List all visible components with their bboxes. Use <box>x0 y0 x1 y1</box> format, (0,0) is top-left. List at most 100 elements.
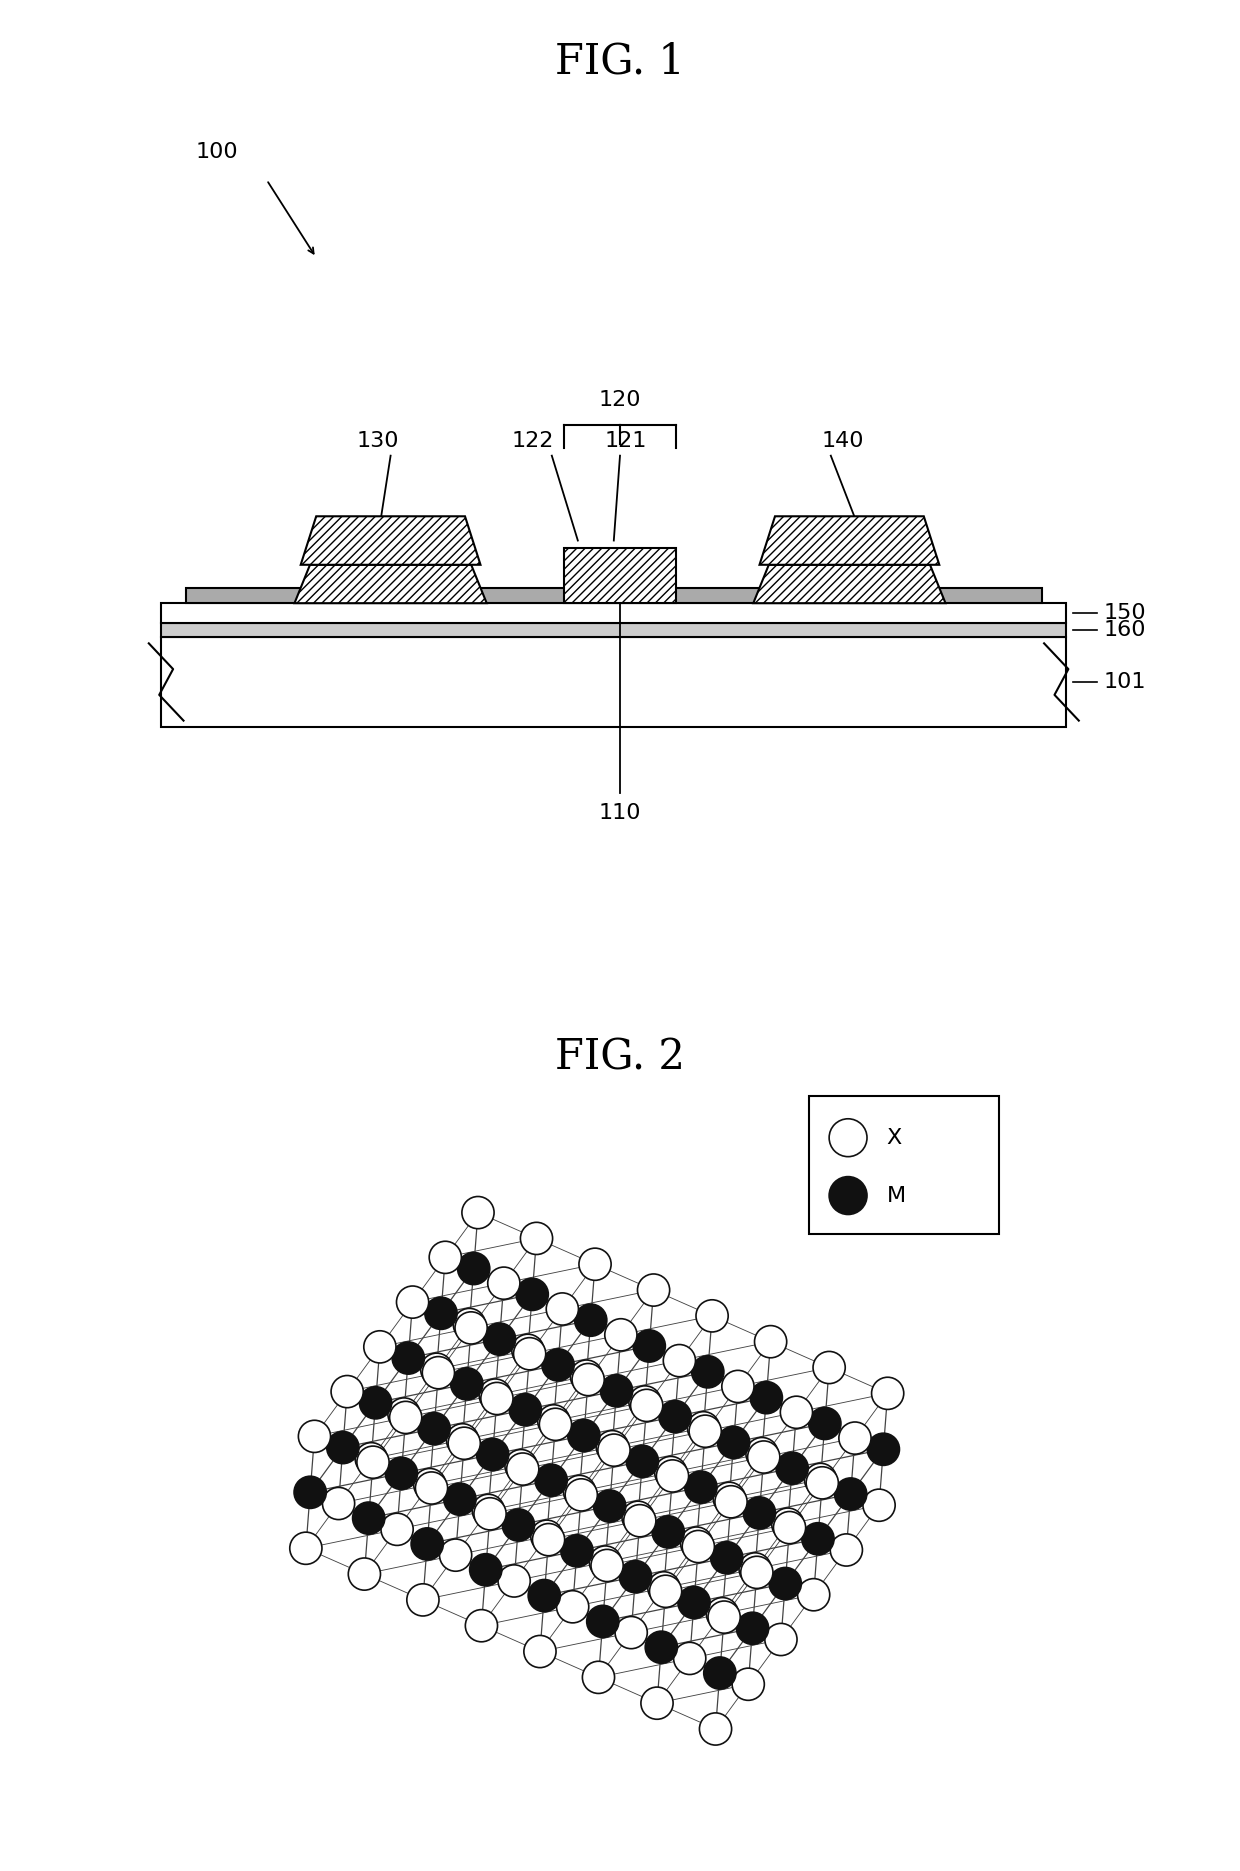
Circle shape <box>748 1441 780 1472</box>
Circle shape <box>523 1635 556 1667</box>
Circle shape <box>699 1712 732 1746</box>
Circle shape <box>348 1559 381 1590</box>
Circle shape <box>656 1459 688 1491</box>
Circle shape <box>769 1568 801 1600</box>
Circle shape <box>388 1398 420 1429</box>
Circle shape <box>713 1482 745 1514</box>
Text: 120: 120 <box>599 391 641 410</box>
Circle shape <box>481 1383 513 1414</box>
Circle shape <box>502 1508 534 1542</box>
Circle shape <box>583 1661 615 1693</box>
Circle shape <box>331 1375 363 1407</box>
Circle shape <box>631 1390 662 1422</box>
Circle shape <box>507 1454 539 1486</box>
Circle shape <box>415 1472 448 1504</box>
Text: FIG. 2: FIG. 2 <box>556 1037 684 1078</box>
Text: 122: 122 <box>512 430 554 451</box>
Circle shape <box>538 1405 570 1437</box>
Circle shape <box>708 1602 740 1633</box>
Circle shape <box>722 1370 754 1403</box>
Circle shape <box>397 1285 429 1319</box>
Circle shape <box>678 1587 711 1618</box>
Circle shape <box>673 1643 706 1675</box>
Circle shape <box>839 1422 870 1454</box>
Circle shape <box>355 1443 387 1474</box>
Circle shape <box>684 1471 717 1502</box>
Circle shape <box>448 1428 480 1459</box>
Circle shape <box>718 1426 750 1459</box>
Text: 130: 130 <box>357 430 399 451</box>
Circle shape <box>455 1312 487 1343</box>
Circle shape <box>290 1532 322 1564</box>
Circle shape <box>423 1356 455 1388</box>
Circle shape <box>420 1353 453 1385</box>
Circle shape <box>739 1553 771 1585</box>
Circle shape <box>650 1575 682 1607</box>
Circle shape <box>389 1401 422 1433</box>
Polygon shape <box>759 516 940 565</box>
Text: M: M <box>887 1186 906 1205</box>
Circle shape <box>505 1450 537 1482</box>
Circle shape <box>637 1274 670 1306</box>
Circle shape <box>498 1564 531 1598</box>
Circle shape <box>360 1386 392 1418</box>
Circle shape <box>830 1177 867 1214</box>
Text: 101: 101 <box>1104 672 1146 692</box>
Circle shape <box>450 1368 482 1400</box>
Circle shape <box>596 1431 629 1463</box>
Circle shape <box>776 1452 808 1484</box>
Circle shape <box>600 1375 632 1407</box>
Bar <box>161 623 1066 636</box>
Circle shape <box>689 1414 722 1448</box>
Circle shape <box>587 1605 619 1637</box>
Circle shape <box>740 1557 773 1588</box>
Circle shape <box>392 1342 424 1373</box>
Circle shape <box>574 1304 606 1336</box>
Circle shape <box>322 1487 355 1519</box>
Circle shape <box>439 1540 471 1572</box>
Text: 121: 121 <box>605 430 647 451</box>
Circle shape <box>802 1523 835 1555</box>
Circle shape <box>624 1504 656 1536</box>
Circle shape <box>357 1446 389 1478</box>
Circle shape <box>386 1458 418 1489</box>
Circle shape <box>299 1420 331 1452</box>
Circle shape <box>692 1356 724 1388</box>
Bar <box>564 548 676 602</box>
Circle shape <box>531 1519 563 1553</box>
Circle shape <box>696 1300 728 1332</box>
Circle shape <box>831 1534 863 1566</box>
Circle shape <box>647 1572 680 1603</box>
Circle shape <box>805 1463 837 1495</box>
Circle shape <box>294 1476 326 1508</box>
Circle shape <box>732 1669 764 1701</box>
Circle shape <box>534 1465 567 1497</box>
Circle shape <box>780 1396 812 1428</box>
Circle shape <box>806 1467 838 1499</box>
Text: 150: 150 <box>1104 602 1146 623</box>
Circle shape <box>565 1478 598 1512</box>
Circle shape <box>682 1530 714 1562</box>
Circle shape <box>512 1334 544 1366</box>
Circle shape <box>563 1476 595 1508</box>
Circle shape <box>622 1501 655 1534</box>
Circle shape <box>626 1444 658 1478</box>
Circle shape <box>568 1420 600 1452</box>
Circle shape <box>704 1658 735 1690</box>
Circle shape <box>327 1431 358 1463</box>
Circle shape <box>429 1240 461 1274</box>
Circle shape <box>487 1267 520 1298</box>
Circle shape <box>687 1411 719 1444</box>
Bar <box>186 587 1042 602</box>
Circle shape <box>528 1579 560 1611</box>
Circle shape <box>591 1549 624 1581</box>
Circle shape <box>570 1360 603 1392</box>
Polygon shape <box>754 565 946 602</box>
Circle shape <box>641 1688 673 1719</box>
Circle shape <box>461 1196 494 1229</box>
Circle shape <box>872 1377 904 1409</box>
Circle shape <box>589 1545 621 1577</box>
Circle shape <box>743 1497 775 1529</box>
Circle shape <box>629 1386 661 1418</box>
Circle shape <box>474 1497 506 1530</box>
